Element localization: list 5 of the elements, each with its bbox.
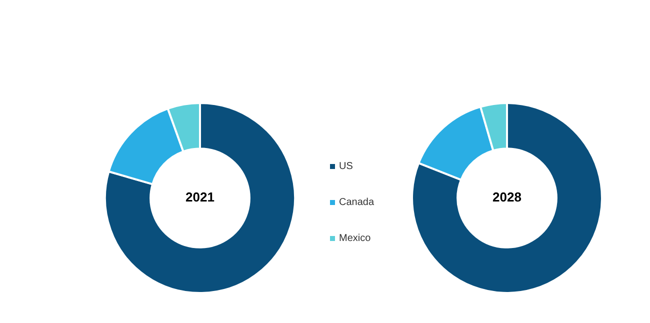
- legend-label: Mexico: [339, 232, 371, 244]
- text: 2028: [492, 190, 522, 205]
- legend-label: US: [339, 160, 353, 172]
- legend-label: Canada: [339, 196, 374, 208]
- text: 2021: [186, 190, 214, 205]
